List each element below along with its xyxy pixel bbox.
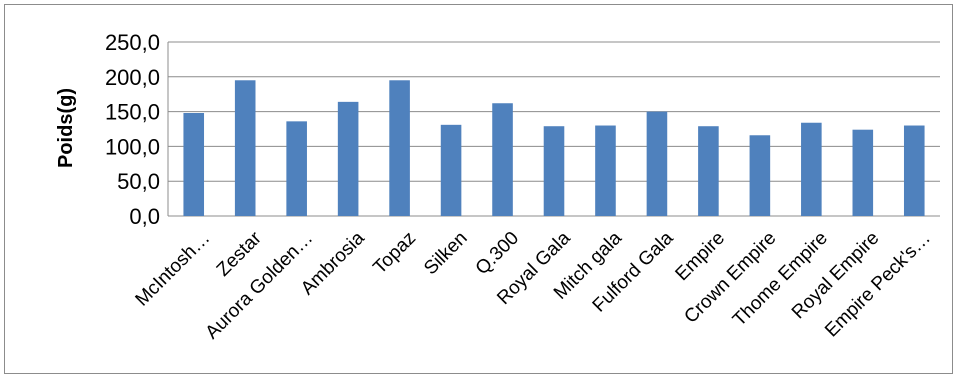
bar (698, 126, 719, 216)
bar (492, 103, 513, 216)
bar (440, 124, 462, 216)
x-category-label: Silken (420, 228, 471, 279)
y-tick-label: 200,0 (105, 65, 160, 90)
bar (183, 112, 205, 216)
bar (389, 80, 410, 216)
y-tick-label: 250,0 (105, 30, 160, 55)
bar (595, 125, 616, 216)
chart-frame (4, 4, 953, 374)
bar (543, 126, 565, 216)
bars (183, 80, 925, 216)
y-tick-label: 0,0 (129, 204, 160, 229)
bar (852, 129, 874, 216)
y-tick-label: 100,0 (105, 134, 160, 159)
y-axis-label: Poids(g) (55, 88, 77, 168)
x-category-label: McIntosh… (132, 228, 215, 311)
bar (749, 135, 771, 216)
bar (646, 111, 668, 216)
bar (337, 101, 359, 216)
bar (903, 125, 925, 216)
bar (801, 122, 822, 216)
bar (286, 121, 307, 216)
bar (234, 80, 256, 216)
y-tick-labels: 0,0 50,0 100,0 150,0 200,0 250,0 (105, 30, 160, 229)
x-category-label: Topaz (369, 228, 420, 279)
y-tick-label: 150,0 (105, 100, 160, 125)
x-category-label: Crown Empire (680, 228, 780, 328)
y-tick-label: 50,0 (117, 169, 160, 194)
